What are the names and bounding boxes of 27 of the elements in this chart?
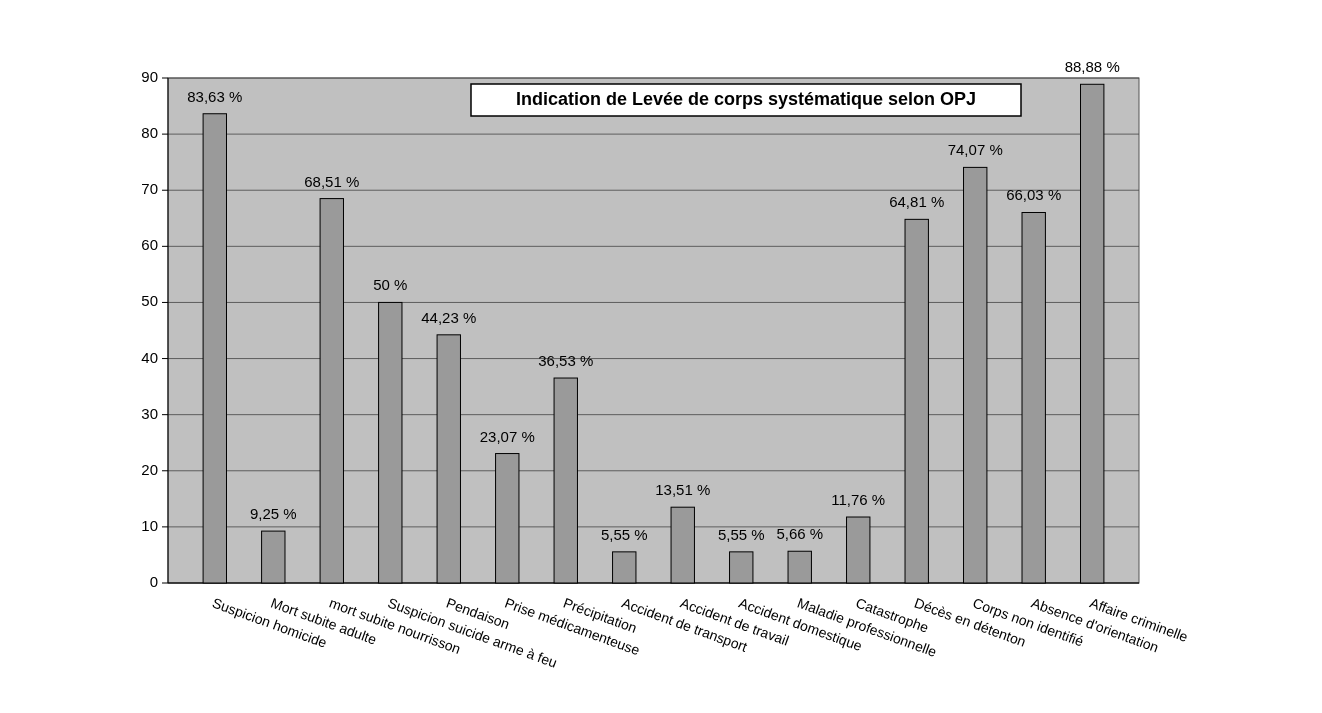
data-label: 83,63 %	[187, 87, 243, 105]
data-label: 66,03 %	[1006, 186, 1062, 204]
data-label: 44,23 %	[421, 308, 477, 326]
data-label: 5,55 %	[600, 525, 648, 543]
y-tick-label: 40	[141, 348, 158, 366]
y-tick-label: 80	[141, 124, 158, 142]
y-tick-label: 20	[141, 460, 158, 478]
data-label: 74,07 %	[947, 141, 1003, 159]
y-tick-label: 30	[141, 404, 158, 422]
data-label: 68,51 %	[304, 172, 360, 190]
data-label: 5,55 %	[717, 525, 765, 543]
y-tick-label: 90	[141, 67, 158, 85]
data-label: 23,07 %	[479, 427, 535, 445]
data-label: 13,51 %	[655, 481, 711, 499]
data-label: 50 %	[373, 276, 408, 294]
data-label: 5,66 %	[776, 525, 824, 543]
data-label: 11,76 %	[831, 491, 886, 509]
data-label: 36,53 %	[538, 352, 594, 370]
y-tick-label: 0	[149, 572, 158, 590]
y-tick-label: 70	[141, 180, 158, 198]
y-tick-label: 60	[141, 236, 158, 254]
data-label: 64,81 %	[889, 193, 945, 211]
y-tick-label: 10	[141, 516, 158, 534]
data-label: 9,25 %	[249, 505, 297, 523]
text: Indication de Levée de corps systématique selon OPJ	[515, 88, 977, 109]
data-label: 88,88 %	[1064, 58, 1120, 76]
y-tick-label: 50	[141, 292, 158, 310]
